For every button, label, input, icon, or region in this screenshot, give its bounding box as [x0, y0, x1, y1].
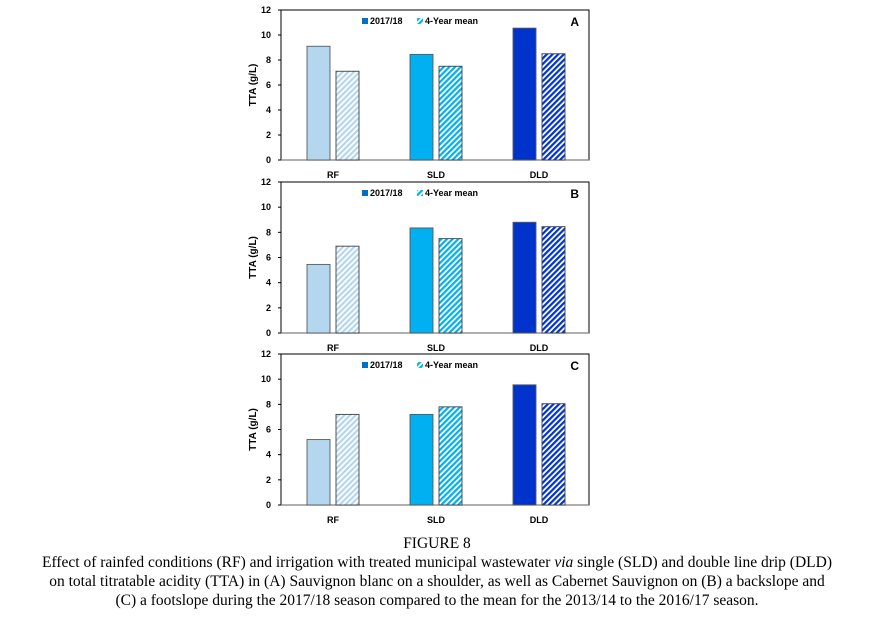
bar-sld-2017-18 — [409, 413, 434, 506]
x-category-label: SLD — [427, 170, 446, 180]
y-tick-label: 8 — [266, 227, 271, 237]
y-tick-label: 4 — [266, 278, 271, 288]
y-tick-label: 4 — [266, 450, 271, 460]
panel-label: C — [570, 359, 579, 373]
legend-label-2017-18: 2017/18 — [370, 360, 403, 370]
legend-label-2017-18: 2017/18 — [370, 16, 403, 26]
bar-dld-four-year-mean — [541, 403, 566, 506]
bar-rf-2017-18 — [306, 45, 331, 161]
bar-rf-four-year-mean — [335, 413, 360, 506]
legend-marker-solid — [362, 18, 368, 24]
legend-marker-solid — [362, 190, 368, 196]
y-tick-label: 12 — [261, 5, 271, 15]
y-tick-label: 2 — [266, 475, 271, 485]
bar-sld-four-year-mean — [438, 406, 463, 506]
y-tick-label: 0 — [266, 328, 271, 338]
chart-panel-c: 0 2 4 6 8 10 12 TTA (g/L) RF SLD DLD 2017/18 4-Year … — [248, 349, 590, 525]
caption-line-3: (C) a footslope during the 2017/18 seaso… — [115, 592, 759, 609]
legend-label-2017-18: 2017/18 — [370, 188, 403, 198]
figure-chart-panels: 0 2 4 6 8 10 12 TTA (g/L) RF SLD DLD 2017/18 4-Year … — [248, 5, 590, 525]
legend-label-four-year-mean: 4-Year mean — [425, 16, 478, 26]
bar-sld-four-year-mean — [438, 65, 463, 161]
x-category-label: SLD — [427, 343, 446, 353]
chart-panel-b: 0 2 4 6 8 10 12 TTA (g/L) RF SLD DLD 2017/18 4-Year … — [248, 177, 590, 353]
x-category-label: SLD — [427, 515, 446, 525]
y-tick-label: 10 — [261, 202, 271, 212]
y-tick-label: 2 — [266, 130, 271, 140]
y-tick-label: 6 — [266, 425, 271, 435]
bar-dld-four-year-mean — [541, 53, 566, 161]
x-category-label: DLD — [530, 170, 549, 180]
legend-marker-hatched — [417, 190, 423, 196]
bar-dld-2017-18 — [512, 221, 537, 334]
bar-rf-2017-18 — [306, 263, 331, 334]
bar-sld-four-year-mean — [438, 238, 463, 334]
x-category-label: RF — [327, 515, 339, 525]
y-tick-label: 0 — [266, 500, 271, 510]
x-category-label: RF — [327, 343, 339, 353]
y-tick-label: 8 — [266, 55, 271, 65]
bar-rf-four-year-mean — [335, 245, 360, 334]
y-tick-label: 10 — [261, 30, 271, 40]
y-tick-label: 10 — [261, 374, 271, 384]
legend-label-four-year-mean: 4-Year mean — [425, 360, 478, 370]
y-tick-label: 6 — [266, 80, 271, 90]
caption-line-2: on total titratable acidity (TTA) in (A)… — [49, 573, 825, 590]
bar-rf-four-year-mean — [335, 70, 360, 161]
legend-label-four-year-mean: 4-Year mean — [425, 188, 478, 198]
caption-italic-via: via — [554, 554, 574, 571]
caption-line-1-start: Effect of rainfed conditions (RF) and ir… — [42, 554, 555, 571]
figure-label: FIGURE 8 — [403, 535, 471, 552]
y-tick-label: 2 — [266, 303, 271, 313]
figure-caption: FIGURE 8 Effect of rainfed conditions (R… — [0, 534, 874, 610]
bar-dld-2017-18 — [512, 384, 537, 506]
legend-marker-solid — [362, 362, 368, 368]
legend-marker-hatched — [417, 362, 423, 368]
bar-sld-2017-18 — [409, 53, 434, 161]
y-tick-label: 12 — [261, 349, 271, 359]
panel-label: A — [570, 15, 579, 29]
x-category-label: DLD — [530, 515, 549, 525]
y-tick-label: 0 — [266, 155, 271, 165]
panel-label: B — [570, 187, 579, 201]
y-tick-label: 8 — [266, 399, 271, 409]
y-axis-label: TTA (g/L) — [248, 236, 259, 279]
bar-rf-2017-18 — [306, 439, 331, 506]
y-axis-label: TTA (g/L) — [248, 64, 259, 107]
y-tick-label: 12 — [261, 177, 271, 187]
bar-sld-2017-18 — [409, 227, 434, 334]
chart-panel-a: 0 2 4 6 8 10 12 TTA (g/L) RF SLD DLD 2017/18 4-Year … — [248, 5, 590, 180]
legend-marker-hatched — [417, 18, 423, 24]
x-category-label: RF — [327, 170, 339, 180]
caption-line-1: Effect of rainfed conditions (RF) and ir… — [0, 553, 874, 572]
y-tick-label: 6 — [266, 253, 271, 263]
y-tick-label: 4 — [266, 105, 271, 115]
caption-line-1-end: single (SLD) and double line drip (DLD) — [573, 554, 832, 571]
y-axis-label: TTA (g/L) — [248, 408, 259, 451]
bar-dld-2017-18 — [512, 27, 537, 161]
x-category-label: DLD — [530, 343, 549, 353]
bar-dld-four-year-mean — [541, 226, 566, 334]
